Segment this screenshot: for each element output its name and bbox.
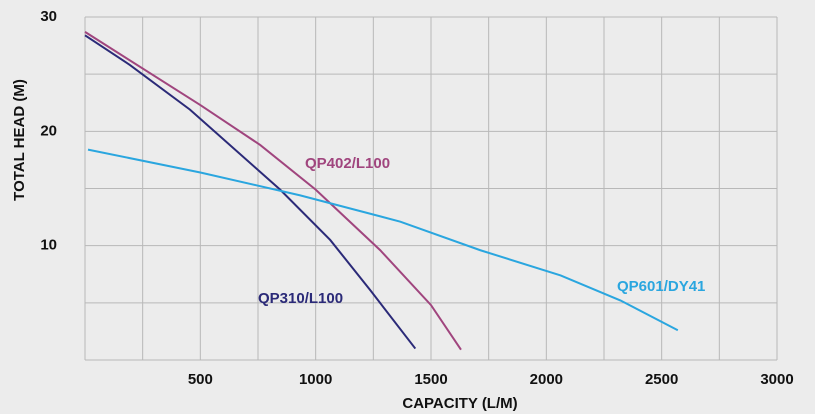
y-tick-label: 20 (40, 122, 57, 139)
curve (84, 34, 417, 350)
x-tick-label: 1500 (414, 371, 447, 388)
x-tick-label: 2000 (530, 371, 563, 388)
x-axis-label: CAPACITY (L/M) (402, 395, 517, 412)
x-tick-label: 2500 (645, 371, 678, 388)
curve (84, 31, 462, 351)
x-tick-label: 500 (188, 371, 213, 388)
y-tick-label: 10 (40, 237, 57, 254)
x-tick-label: 3000 (760, 371, 793, 388)
x-tick-label: 1000 (299, 371, 332, 388)
y-axis-label: TOTAL HEAD (M) (11, 79, 28, 201)
series-label: QP310/L100 (258, 290, 343, 307)
series-label: QP601/DY41 (617, 278, 705, 295)
y-tick-label: 30 (40, 8, 57, 25)
curve (87, 148, 679, 332)
series-label: QP402/L100 (305, 155, 390, 172)
